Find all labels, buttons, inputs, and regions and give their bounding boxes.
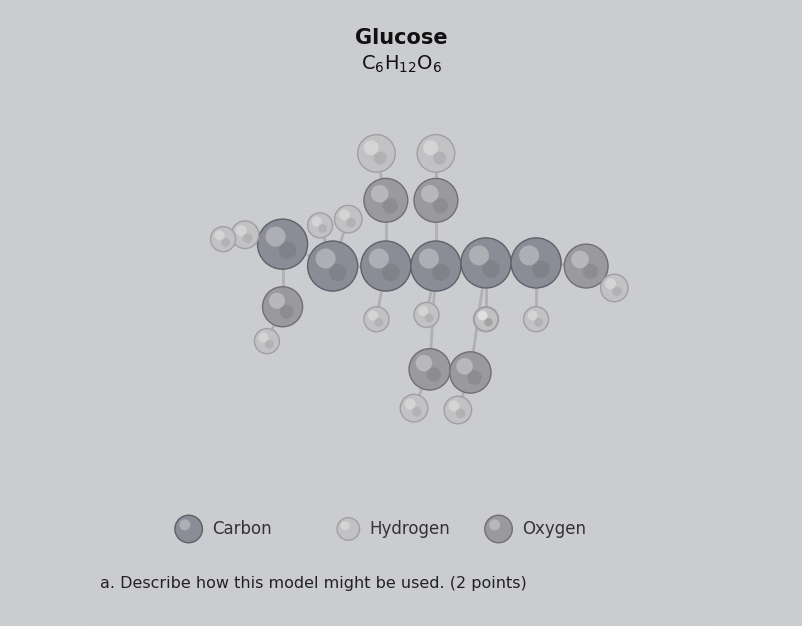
Circle shape	[399, 394, 427, 422]
Circle shape	[448, 401, 459, 411]
Circle shape	[179, 520, 190, 530]
Text: Carbon: Carbon	[213, 520, 272, 538]
Circle shape	[371, 185, 388, 203]
Circle shape	[363, 140, 379, 155]
Circle shape	[414, 178, 457, 222]
Circle shape	[488, 520, 500, 530]
Circle shape	[374, 318, 383, 327]
Circle shape	[419, 249, 439, 269]
Circle shape	[449, 352, 490, 393]
Circle shape	[482, 260, 499, 278]
Text: Hydrogen: Hydrogen	[369, 520, 450, 538]
Circle shape	[408, 349, 450, 390]
Circle shape	[231, 221, 258, 249]
Text: $\mathrm{C_6H_{12}O_6}$: $\mathrm{C_6H_{12}O_6}$	[360, 53, 442, 74]
Circle shape	[604, 279, 615, 289]
Circle shape	[444, 396, 471, 424]
Circle shape	[432, 198, 448, 213]
Circle shape	[420, 185, 438, 203]
Circle shape	[477, 310, 487, 321]
Circle shape	[426, 367, 440, 382]
Circle shape	[334, 205, 362, 233]
Circle shape	[484, 515, 512, 543]
Circle shape	[235, 225, 246, 236]
Circle shape	[258, 332, 268, 342]
Circle shape	[363, 178, 407, 222]
Circle shape	[518, 245, 538, 265]
Circle shape	[368, 249, 388, 269]
Circle shape	[340, 521, 349, 530]
Circle shape	[363, 307, 388, 332]
Circle shape	[382, 264, 399, 281]
Circle shape	[411, 241, 460, 291]
Circle shape	[367, 310, 378, 321]
Circle shape	[243, 233, 253, 243]
Circle shape	[570, 250, 588, 269]
Text: a. Describe how this model might be used. (2 points): a. Describe how this model might be used…	[99, 576, 526, 591]
Text: Oxygen: Oxygen	[521, 520, 585, 538]
Circle shape	[337, 518, 359, 540]
Circle shape	[257, 219, 307, 269]
Text: Glucose: Glucose	[354, 28, 448, 48]
Circle shape	[432, 151, 446, 165]
Circle shape	[411, 407, 421, 416]
Circle shape	[307, 241, 357, 291]
Circle shape	[338, 210, 350, 220]
Circle shape	[418, 306, 427, 316]
Circle shape	[373, 151, 387, 165]
Circle shape	[431, 264, 449, 281]
Circle shape	[611, 287, 621, 296]
Circle shape	[467, 371, 481, 385]
Circle shape	[414, 302, 439, 327]
Circle shape	[214, 230, 225, 240]
Circle shape	[210, 227, 235, 252]
Circle shape	[473, 307, 497, 331]
Circle shape	[527, 310, 537, 321]
Circle shape	[307, 213, 332, 238]
Circle shape	[532, 260, 549, 278]
Circle shape	[564, 244, 607, 288]
Circle shape	[269, 293, 285, 309]
Circle shape	[456, 409, 465, 418]
Circle shape	[600, 274, 627, 302]
Circle shape	[315, 249, 335, 269]
Circle shape	[582, 264, 597, 279]
Circle shape	[484, 318, 492, 327]
Circle shape	[175, 515, 202, 543]
Circle shape	[423, 140, 438, 155]
Circle shape	[279, 305, 294, 319]
Circle shape	[424, 314, 433, 322]
Circle shape	[265, 340, 273, 349]
Circle shape	[360, 241, 411, 291]
Circle shape	[311, 217, 322, 227]
Circle shape	[254, 329, 279, 354]
Circle shape	[484, 318, 492, 326]
Circle shape	[382, 198, 398, 213]
Circle shape	[329, 264, 346, 281]
Circle shape	[416, 135, 454, 172]
Circle shape	[533, 318, 542, 327]
Circle shape	[473, 307, 498, 332]
Circle shape	[468, 245, 488, 265]
Circle shape	[265, 227, 286, 247]
Circle shape	[510, 238, 561, 288]
Circle shape	[415, 355, 431, 371]
Circle shape	[357, 135, 395, 172]
Circle shape	[262, 287, 302, 327]
Circle shape	[278, 242, 296, 259]
Circle shape	[346, 218, 355, 227]
Circle shape	[318, 224, 326, 233]
Circle shape	[221, 238, 229, 247]
Circle shape	[456, 358, 472, 374]
Circle shape	[460, 238, 510, 288]
Circle shape	[404, 399, 415, 409]
Circle shape	[523, 307, 548, 332]
Circle shape	[477, 311, 487, 321]
